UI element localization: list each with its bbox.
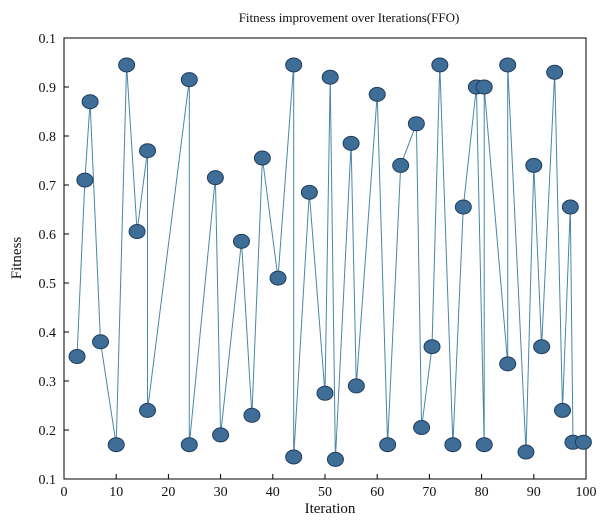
data-point <box>368 86 386 102</box>
data-point <box>475 79 493 95</box>
x-tick-label: 30 <box>214 485 228 500</box>
x-tick-label: 40 <box>266 485 280 500</box>
data-point <box>525 157 543 173</box>
data-point <box>454 199 472 215</box>
data-point <box>180 72 198 88</box>
y-axis-label: Fitness <box>9 237 25 280</box>
y-tick-label: 0.1 <box>39 32 57 47</box>
data-point <box>269 270 287 286</box>
data-point <box>326 451 344 467</box>
data-point <box>413 420 431 436</box>
data-point <box>517 444 535 460</box>
y-tick-label: 0.2 <box>39 424 57 439</box>
data-point <box>533 339 551 355</box>
data-point <box>574 434 592 450</box>
data-point <box>180 437 198 453</box>
data-point <box>342 135 360 151</box>
x-tick-label: 60 <box>370 485 384 500</box>
y-tick-label: 0.8 <box>39 130 57 145</box>
x-tick-label: 70 <box>422 485 436 500</box>
y-tick-label: 0.6 <box>39 228 57 243</box>
data-point <box>212 427 230 443</box>
data-point <box>76 172 94 188</box>
data-point <box>107 437 125 453</box>
data-point <box>92 334 110 350</box>
data-point <box>232 233 250 249</box>
x-tick-label: 10 <box>109 485 123 500</box>
series-line <box>76 64 584 460</box>
data-point <box>68 349 86 364</box>
x-tick-label: 90 <box>527 485 541 500</box>
data-point <box>554 402 572 418</box>
data-point <box>81 94 99 110</box>
x-tick-label: 20 <box>161 485 175 500</box>
data-point <box>444 437 462 453</box>
data-point <box>206 170 224 186</box>
y-tick-label: 0.5 <box>39 277 57 292</box>
data-point <box>407 116 425 132</box>
data-point <box>118 57 136 73</box>
x-tick-label: 80 <box>475 485 489 500</box>
data-point <box>561 199 579 215</box>
x-tick-label: 50 <box>318 485 332 500</box>
x-axis-ticks: 0 10 20 30 40 50 60 70 80 90 100 <box>61 474 597 500</box>
series-layer <box>76 64 584 460</box>
y-axis-ticks: 0.1 0.2 0.3 0.4 0.5 0.6 0.7 0.8 0.9 0.1 <box>39 32 69 488</box>
marker-layer <box>68 57 592 467</box>
chart-title: Fitness improvement over Iterations(FFO) <box>239 10 460 25</box>
data-point <box>499 356 517 372</box>
data-point <box>285 57 303 73</box>
data-point <box>139 143 157 159</box>
data-point <box>546 64 564 80</box>
data-point <box>379 437 397 453</box>
data-point <box>392 157 410 173</box>
y-tick-label: 0.3 <box>39 375 57 390</box>
data-point <box>431 57 449 73</box>
x-tick-label: 100 <box>576 485 597 500</box>
plot-area: 0 10 20 30 40 50 60 70 80 90 100 0.10.20.30.40.50.… <box>39 32 597 500</box>
data-point <box>475 437 493 453</box>
data-point <box>300 184 318 200</box>
data-point <box>243 407 261 423</box>
y-tick-label: 0.9 <box>39 81 57 96</box>
data-point <box>285 449 303 465</box>
data-point <box>499 57 517 73</box>
data-point <box>139 402 157 418</box>
data-point <box>128 224 146 240</box>
data-point <box>423 339 441 355</box>
data-point <box>321 69 339 85</box>
data-point <box>347 378 365 394</box>
x-axis-label: Iteration <box>305 501 356 517</box>
y-tick-label: 0.4 <box>39 326 57 341</box>
y-tick-label: 0.1 <box>39 473 57 488</box>
data-point <box>316 385 334 401</box>
data-point <box>253 150 271 166</box>
x-tick-label: 0 <box>61 485 68 500</box>
y-tick-label: 0.7 <box>39 179 57 194</box>
